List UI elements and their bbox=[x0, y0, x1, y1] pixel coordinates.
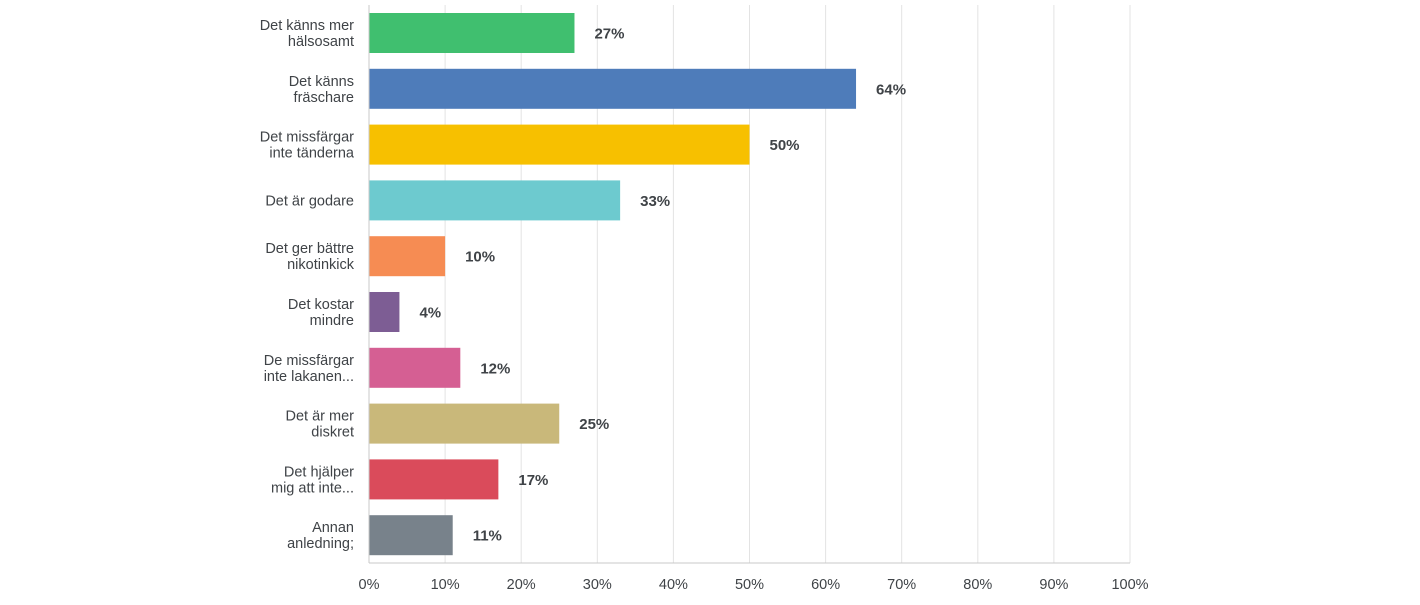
category-label-line: De missfärgar bbox=[264, 353, 354, 369]
bar-value-label: 25% bbox=[579, 416, 609, 433]
axis-layer: 0% 10% 20% 30% 40% 50% 60% 70% 80% 90% 100% bbox=[359, 5, 1149, 593]
category-label: Det är godare bbox=[265, 193, 354, 209]
category-label: De missfärgar inte lakanen... bbox=[264, 353, 354, 385]
bar bbox=[369, 236, 446, 277]
category-label-line: nikotinkick bbox=[287, 257, 355, 273]
bar-value-label: 33% bbox=[640, 193, 670, 210]
category-label: Det känns mer hälsosamt bbox=[260, 18, 354, 50]
x-tick-label: 60% bbox=[811, 577, 840, 593]
category-label-line: Det känns bbox=[289, 74, 354, 90]
bar bbox=[369, 292, 400, 332]
bar-value-label: 50% bbox=[770, 137, 800, 154]
x-tick-label: 100% bbox=[1111, 577, 1148, 593]
bar-value-label: 17% bbox=[518, 472, 548, 489]
bar-value-label: 4% bbox=[419, 305, 441, 322]
category-label-line: hälsosamt bbox=[288, 34, 354, 50]
category-label-line: inte tänderna bbox=[269, 146, 355, 162]
x-tick-label: 40% bbox=[659, 577, 688, 593]
x-tick-label: 30% bbox=[583, 577, 612, 593]
category-label-line: Det hjälper bbox=[284, 464, 354, 480]
bar bbox=[369, 459, 499, 500]
bar-layer bbox=[369, 13, 857, 556]
bar-value-label: 10% bbox=[465, 249, 495, 266]
bar bbox=[369, 347, 461, 388]
bar bbox=[369, 515, 453, 556]
category-label-line: anledning; bbox=[287, 536, 354, 552]
x-tick-label: 50% bbox=[735, 577, 764, 593]
x-tick-label: 90% bbox=[1039, 577, 1068, 593]
x-tick-label: 80% bbox=[963, 577, 992, 593]
bar bbox=[369, 124, 750, 165]
category-label-line: mindre bbox=[310, 313, 354, 329]
x-tick-label: 10% bbox=[431, 577, 460, 593]
category-label-line: Det missfärgar bbox=[260, 130, 354, 146]
bar-value-label: 12% bbox=[480, 360, 510, 377]
x-tick-label: 20% bbox=[507, 577, 536, 593]
category-label-line: Annan bbox=[312, 520, 354, 536]
category-label-line: diskret bbox=[311, 425, 354, 441]
bar bbox=[369, 13, 575, 53]
category-label: Det känns fräschare bbox=[289, 74, 354, 106]
category-label: Annan anledning; bbox=[287, 520, 354, 552]
label-layer: 27% Det känns mer hälsosamt 64% Det känns frä… bbox=[260, 18, 906, 552]
category-label-line: Det är mer bbox=[286, 409, 355, 425]
category-label-line: mig att inte... bbox=[271, 480, 354, 496]
x-tick-label: 70% bbox=[887, 577, 916, 593]
category-label: Det hjälper mig att inte... bbox=[271, 464, 354, 496]
category-label: Det ger bättre nikotinkick bbox=[265, 241, 354, 273]
category-label-line: fräschare bbox=[294, 90, 354, 106]
category-label-line: Det känns mer bbox=[260, 18, 354, 34]
bar bbox=[369, 403, 560, 444]
category-label-line: Det ger bättre bbox=[265, 241, 354, 257]
category-label: Det missfärgar inte tänderna bbox=[260, 130, 355, 162]
category-label-line: Det kostar bbox=[288, 297, 354, 313]
category-label: Det är mer diskret bbox=[286, 409, 355, 441]
bar bbox=[369, 68, 857, 109]
bar-value-label: 11% bbox=[473, 528, 502, 545]
x-tick-label: 0% bbox=[359, 577, 380, 593]
category-label-line: Det är godare bbox=[265, 193, 354, 209]
bar bbox=[369, 180, 621, 221]
bar-value-label: 64% bbox=[876, 81, 906, 98]
category-label-line: inte lakanen... bbox=[264, 369, 354, 385]
category-label: Det kostar mindre bbox=[288, 297, 354, 329]
bar-value-label: 27% bbox=[594, 26, 624, 43]
